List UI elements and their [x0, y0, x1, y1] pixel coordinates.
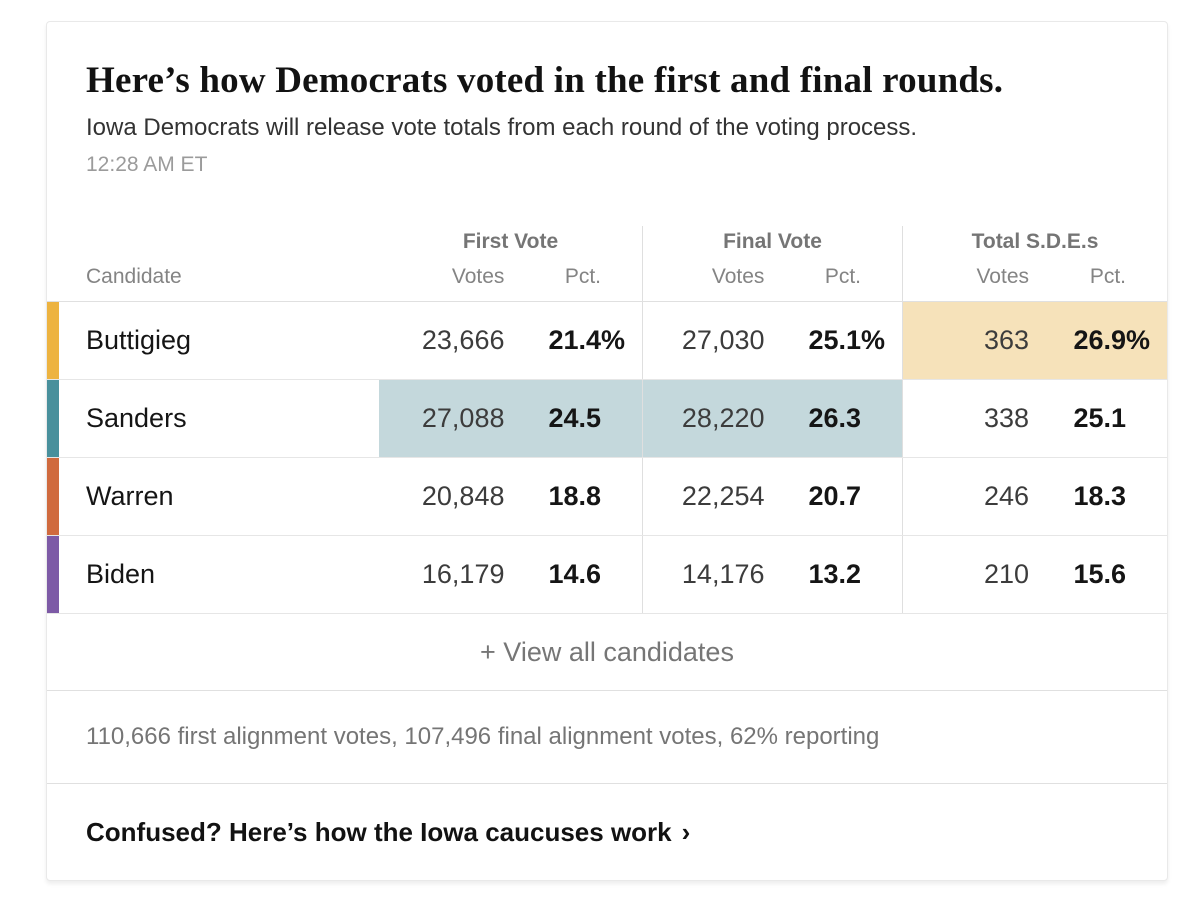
final-vote-group-label: Final Vote [723, 230, 822, 254]
percent-sign: % [1126, 325, 1151, 356]
caucus-explainer-link[interactable]: Confused? Here’s how the Iowa caucuses w… [47, 784, 1167, 880]
final-vote-pct-value: 26.3 [808, 403, 861, 434]
first-vote-cells-highlighted: 27,088 24.5 [379, 380, 643, 458]
table-row: Warren 20,848 18.8 22,254 20.7 246 18.3 [47, 458, 1167, 536]
final-vote-cells-highlighted: 28,220 26.3 [643, 380, 903, 458]
candidate-name: Sanders [86, 403, 187, 434]
percent-sign: % [601, 325, 626, 356]
total-sdes-votes-value: 210 [983, 558, 1029, 589]
final-vote-pct-value: 13.2 [808, 558, 861, 589]
page-title: Here’s how Democrats voted in the first … [86, 60, 1004, 101]
total-sdes-pct-value: 15.6 [1073, 558, 1126, 589]
candidate-color-bar [47, 535, 59, 613]
candidate-color-bar [47, 458, 59, 535]
first-vote-pct-header: Pct. [564, 265, 601, 289]
view-all-candidates-button[interactable]: + View all candidates [47, 614, 1167, 692]
first-vote-votes-header: Votes [451, 265, 505, 289]
final-vote-pct-header: Pct. [824, 265, 861, 289]
candidate-column-header: Candidate [86, 265, 182, 289]
total-sdes-pct-value: 26.9% [1073, 325, 1151, 356]
first-vote-cells: 20,848 18.8 [379, 458, 643, 535]
first-vote-cells: 16,179 14.6 [379, 535, 643, 613]
first-vote-votes-value: 16,179 [421, 558, 505, 589]
first-vote-pct-value: 18.8 [548, 480, 601, 511]
first-vote-votes-value: 23,666 [421, 325, 505, 356]
final-vote-cells: 27,030 25.1% [643, 302, 903, 380]
total-sdes-group-label: Total S.D.E.s [971, 230, 1099, 254]
total-sdes-cells: 246 18.3 [903, 458, 1167, 535]
total-sdes-votes-value: 363 [983, 325, 1029, 356]
final-vote-column-group-header: Final Vote Votes Pct. [643, 225, 903, 302]
candidate-color-bar [47, 380, 59, 458]
table-row: Biden 16,179 14.6 14,176 13.2 210 15.6 [47, 535, 1167, 614]
final-vote-pct-value: 25.1% [808, 325, 886, 356]
caucus-explainer-label: Confused? Here’s how the Iowa caucuses w… [86, 816, 672, 847]
final-vote-votes-value: 22,254 [681, 480, 765, 511]
total-sdes-votes-value: 338 [983, 403, 1029, 434]
table-row: Sanders 27,088 24.5 28,220 26.3 338 25.1 [47, 380, 1167, 459]
first-vote-votes-value: 27,088 [421, 403, 505, 434]
first-vote-column-group-header: First Vote Votes Pct. [379, 225, 643, 302]
subtitle: Iowa Democrats will release vote totals … [86, 113, 918, 141]
first-vote-pct-value: 14.6 [548, 558, 601, 589]
card-header: Here’s how Democrats voted in the first … [47, 22, 1167, 226]
table-header-row: Candidate First Vote Votes Pct. Final Vo… [47, 225, 1167, 303]
candidate-name: Warren [86, 480, 174, 511]
table-row: Buttigieg 23,666 21.4% 27,030 25.1% 363 … [47, 302, 1167, 381]
total-sdes-cells: 210 15.6 [903, 536, 1167, 613]
percent-sign: % [861, 325, 886, 356]
final-vote-votes-value: 27,030 [681, 325, 765, 356]
color-bar-spacer [47, 226, 59, 302]
total-sdes-pct-value: 25.1 [1073, 403, 1126, 434]
final-vote-votes-header: Votes [711, 265, 765, 289]
timestamp: 12:28 AM ET [86, 152, 208, 176]
total-sdes-cells: 338 25.1 [903, 380, 1167, 457]
total-sdes-votes-header: Votes [976, 265, 1029, 289]
candidate-name: Biden [86, 558, 156, 589]
final-vote-votes-value: 14,176 [681, 558, 765, 589]
chevron-right-icon: › [681, 816, 691, 847]
results-card: Here’s how Democrats voted in the first … [46, 21, 1168, 881]
first-vote-group-label: First Vote [462, 230, 559, 254]
final-vote-votes-value: 28,220 [681, 403, 765, 434]
total-sdes-pct-value: 18.3 [1073, 480, 1126, 511]
reporting-stats-line: 110,666 first alignment votes, 107,496 f… [47, 691, 1167, 785]
total-sdes-votes-value: 246 [983, 480, 1029, 511]
candidate-color-bar [47, 302, 59, 380]
total-sdes-column-group-header: Total S.D.E.s Votes Pct. [903, 226, 1167, 302]
final-vote-cells: 22,254 20.7 [643, 458, 903, 535]
first-vote-pct-value: 24.5 [548, 403, 601, 434]
first-vote-pct-value: 21.4% [548, 325, 626, 356]
first-vote-votes-value: 20,848 [421, 480, 505, 511]
first-vote-cells: 23,666 21.4% [379, 302, 643, 380]
total-sdes-pct-header: Pct. [1089, 265, 1126, 289]
candidate-name: Buttigieg [86, 325, 192, 356]
final-vote-cells: 14,176 13.2 [643, 535, 903, 613]
total-sdes-cells-highlighted: 363 26.9% [903, 302, 1167, 380]
final-vote-pct-value: 20.7 [808, 480, 861, 511]
